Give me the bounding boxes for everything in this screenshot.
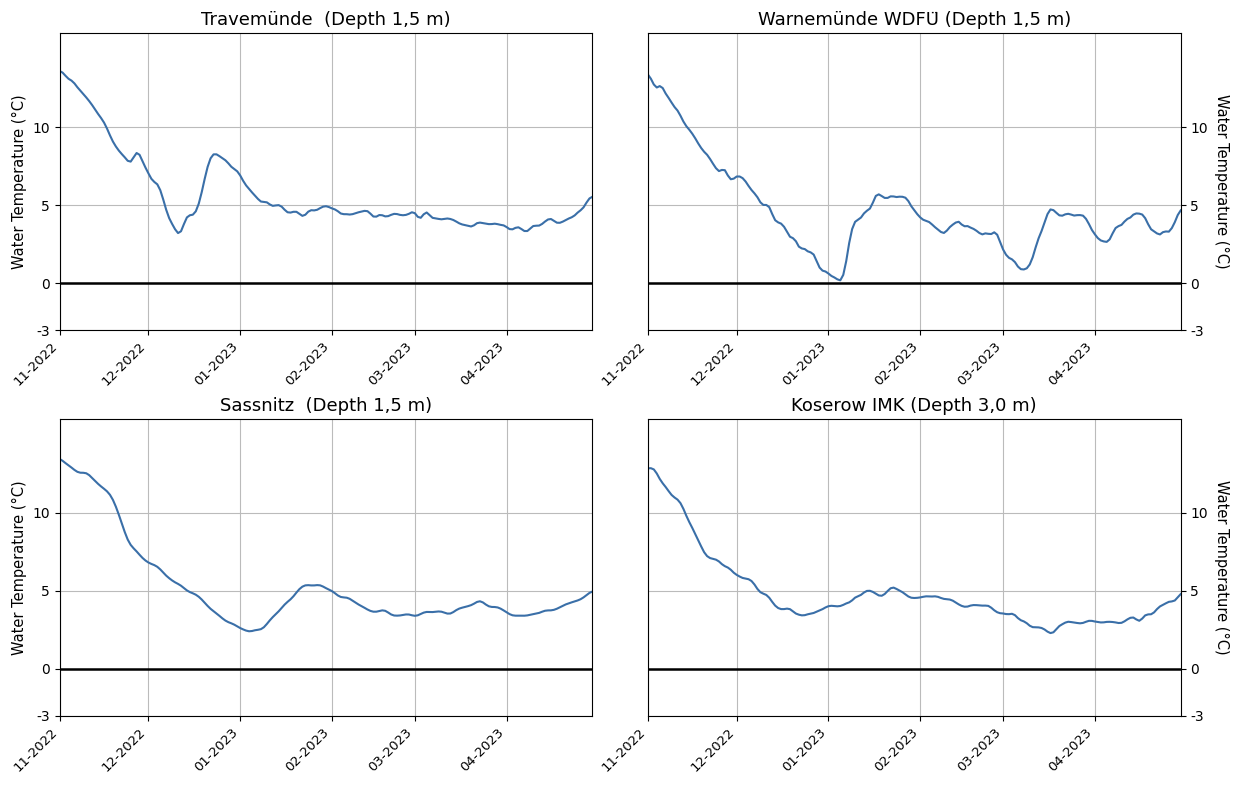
Y-axis label: Water Temperature (°C): Water Temperature (°C) <box>1214 480 1229 655</box>
Y-axis label: Water Temperature (°C): Water Temperature (°C) <box>1214 94 1229 269</box>
Title: Sassnitz  (Depth 1,5 m): Sassnitz (Depth 1,5 m) <box>219 396 432 414</box>
Title: Travemünde  (Depth 1,5 m): Travemünde (Depth 1,5 m) <box>201 11 451 29</box>
Title: Warnemünde WDFÜ (Depth 1,5 m): Warnemünde WDFÜ (Depth 1,5 m) <box>758 11 1071 29</box>
Y-axis label: Water Temperature (°C): Water Temperature (°C) <box>11 94 27 269</box>
Y-axis label: Water Temperature (°C): Water Temperature (°C) <box>11 480 27 655</box>
Title: Koserow IMK (Depth 3,0 m): Koserow IMK (Depth 3,0 m) <box>791 396 1037 414</box>
